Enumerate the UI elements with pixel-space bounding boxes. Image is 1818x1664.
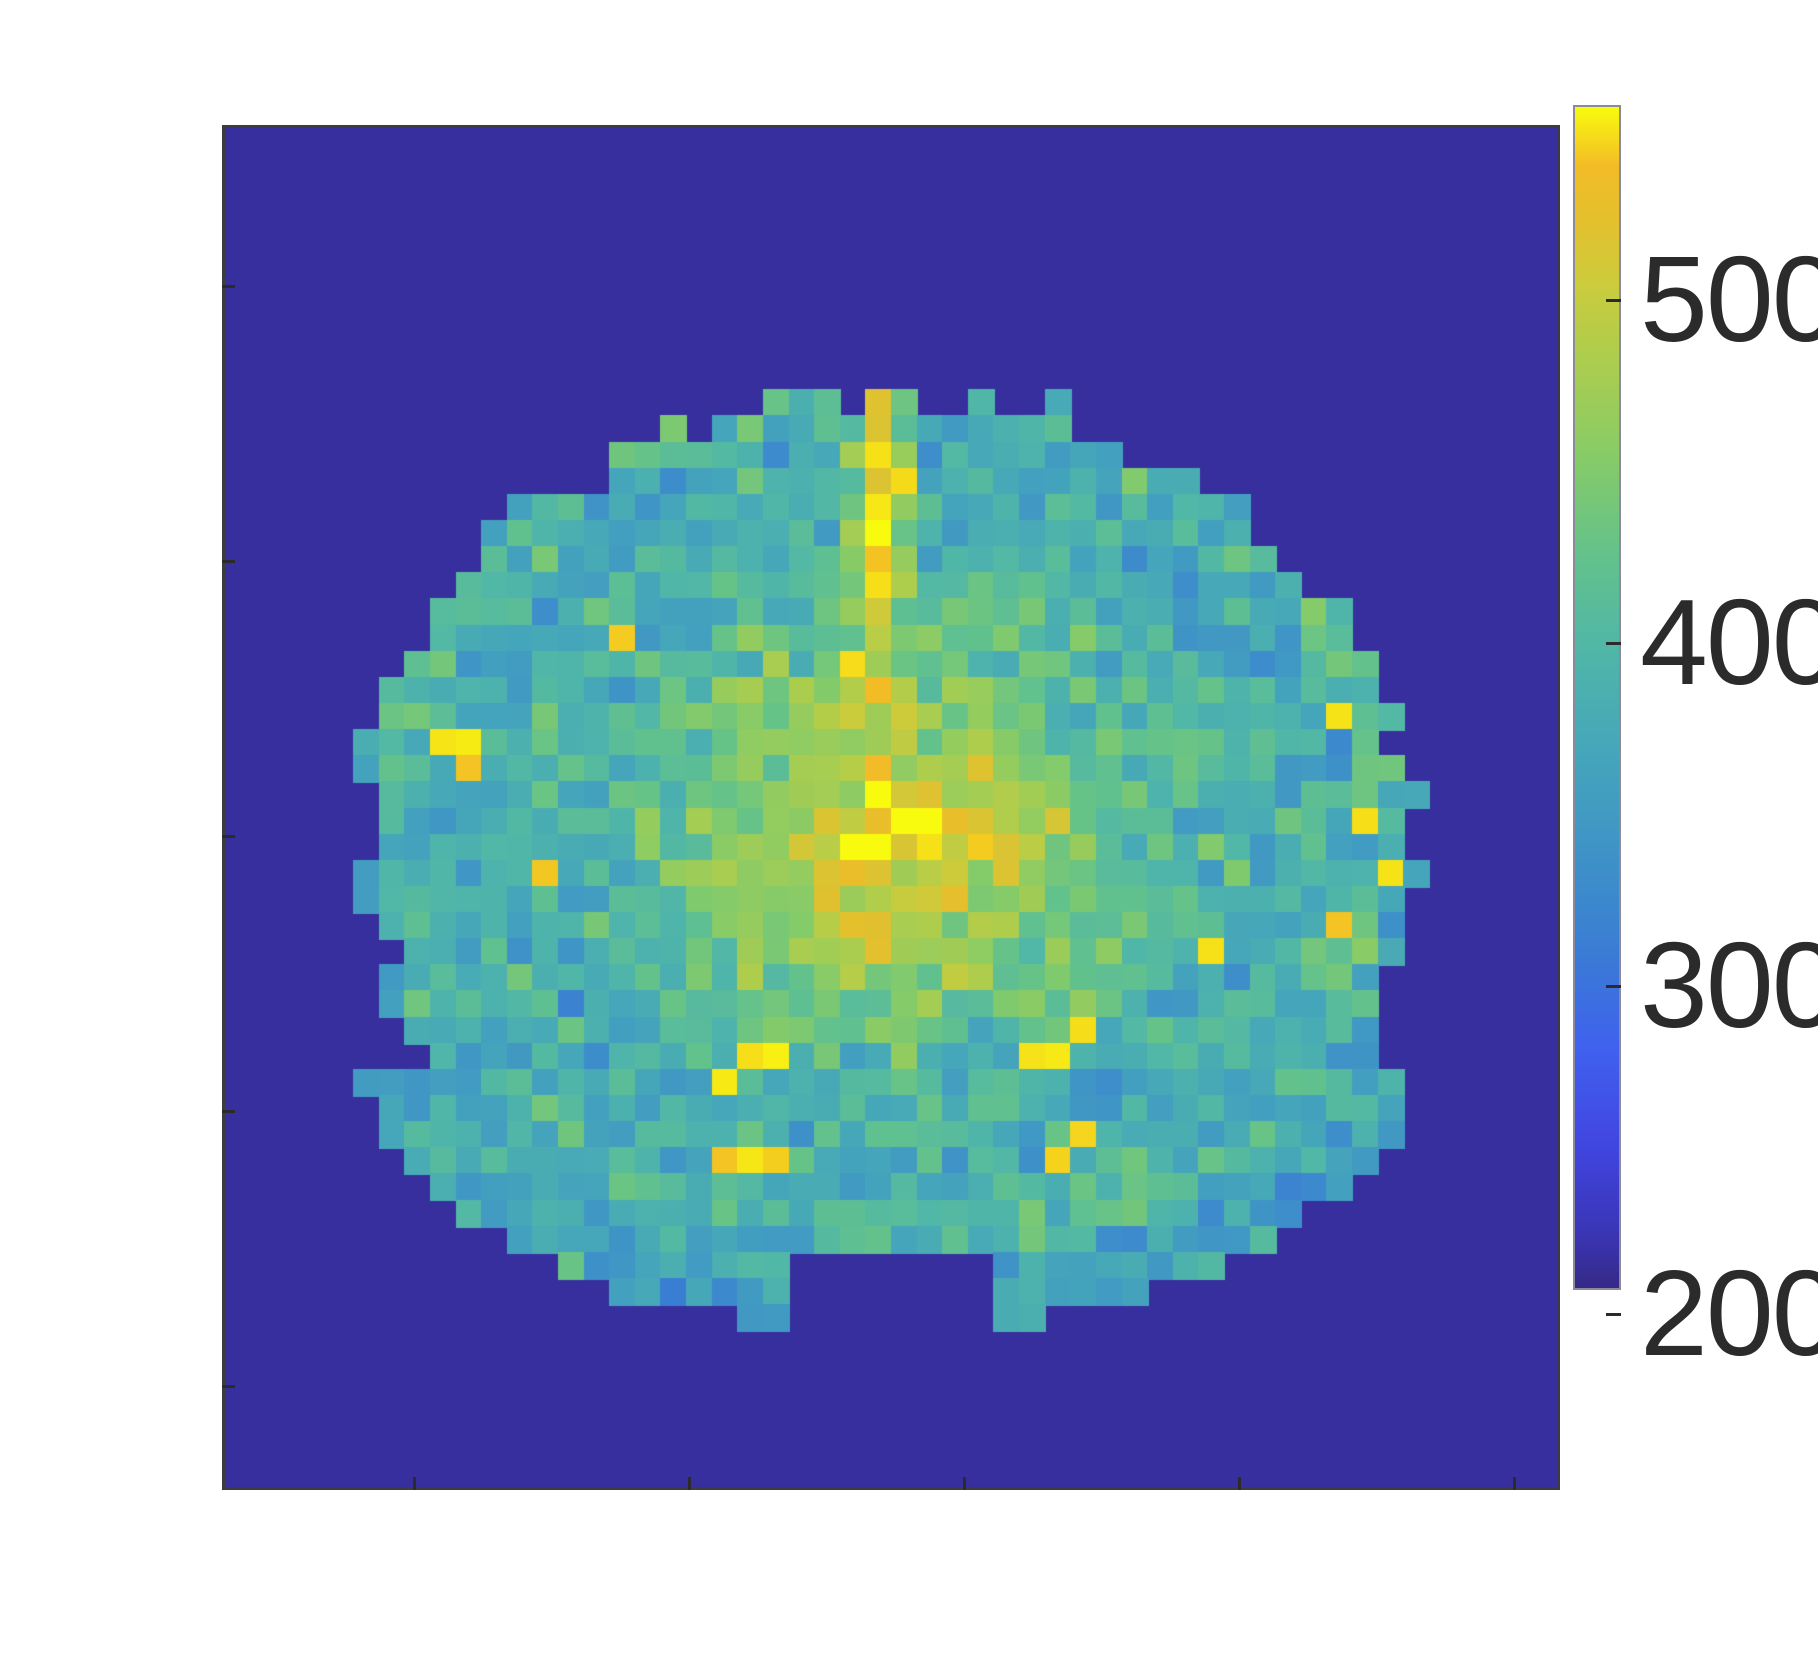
colorbar-gradient <box>1573 105 1621 1290</box>
colorbar-tick-400 <box>1606 642 1621 645</box>
x-axis-tick-2 <box>963 1477 966 1490</box>
colorbar-label-400: 400 <box>1640 574 1818 710</box>
x-axis-tick-1 <box>688 1477 691 1490</box>
x-axis-tick-3 <box>1238 1477 1241 1490</box>
x-axis-tick-0 <box>413 1477 416 1490</box>
colorbar-tick-500 <box>1606 299 1621 302</box>
colorbar-label-200: 200 <box>1640 1245 1818 1381</box>
brain-heatmap-image <box>225 128 1557 1487</box>
colorbar[interactable] <box>1573 105 1621 1316</box>
x-axis-tick-4 <box>1513 1477 1516 1490</box>
y-axis-tick-3 <box>222 1110 235 1113</box>
y-axis-tick-4 <box>222 1385 235 1388</box>
y-axis-tick-1 <box>222 560 235 563</box>
colorbar-tick-200 <box>1606 1313 1621 1316</box>
y-axis-tick-0 <box>222 285 235 288</box>
colorbar-label-300: 300 <box>1640 917 1818 1053</box>
colorbar-label-500: 500 <box>1640 231 1818 367</box>
colorbar-tick-300 <box>1606 985 1621 988</box>
brain-heatmap-axes <box>222 125 1560 1490</box>
y-axis-tick-2 <box>222 835 235 838</box>
